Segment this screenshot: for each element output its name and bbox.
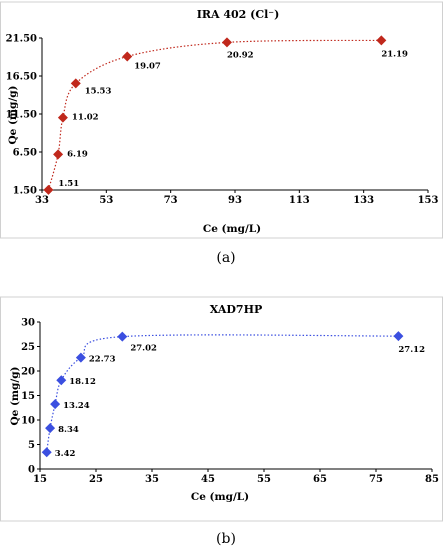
x-tick-label: 25	[89, 474, 103, 485]
data-label: 11.02	[72, 113, 99, 123]
chart-a-frame	[0, 1, 443, 239]
data-label: 8.34	[58, 425, 79, 435]
y-tick-label: 5	[28, 440, 35, 451]
chart-b-title: XAD7HP	[210, 303, 263, 316]
chart-a-xlabel: Ce (mg/L)	[203, 223, 261, 235]
chart-b-fit-curve	[46, 334, 399, 453]
data-point	[117, 331, 128, 342]
data-point	[393, 331, 404, 342]
x-tick-label: 73	[164, 195, 178, 206]
chart-a-ylabel: Qe (mg/g)	[7, 85, 19, 144]
caption-b: (b)	[216, 531, 236, 547]
x-tick-label: 85	[425, 474, 439, 485]
x-tick-label: 33	[35, 195, 49, 206]
x-tick-label: 55	[257, 474, 271, 485]
data-point	[75, 352, 86, 363]
chart-a-title: IRA 402 (Cl⁻)	[197, 8, 280, 21]
data-point	[56, 375, 67, 386]
data-label: 27.02	[130, 344, 157, 354]
chart-a-fit-curve	[47, 39, 382, 191]
data-point	[57, 112, 68, 123]
x-tick-label: 153	[418, 195, 439, 206]
y-tick-label: 25	[21, 342, 35, 353]
caption-a: (a)	[216, 250, 235, 266]
data-label: 19.07	[134, 61, 161, 71]
chart-b-xlabel: Ce (mg/L)	[191, 491, 249, 503]
x-tick-label: 113	[289, 195, 310, 206]
data-label: 6.19	[67, 149, 88, 159]
data-label: 15.53	[85, 86, 112, 96]
chart-b-ylabel: Qe (mg/g)	[9, 366, 21, 425]
data-label: 21.19	[381, 49, 408, 59]
y-tick-label: 11.50	[6, 110, 37, 121]
data-point	[45, 423, 56, 434]
x-tick-label: 35	[145, 474, 159, 485]
y-tick-label: 30	[21, 318, 35, 329]
data-point	[376, 35, 387, 46]
x-tick-label: 93	[228, 195, 242, 206]
chart-ira402: IRA 402 (Cl⁻) Ce (mg/L) Qe (mg/g) 33 53 73…	[0, 1, 443, 239]
x-tick-label: 133	[353, 195, 374, 206]
data-point	[53, 149, 64, 160]
data-label: 22.73	[89, 355, 116, 365]
x-tick-label: 53	[99, 195, 113, 206]
data-point	[70, 78, 81, 89]
x-tick-label: 65	[313, 474, 327, 485]
data-point	[122, 51, 133, 62]
y-tick-label: 10	[21, 416, 35, 427]
data-label: 3.42	[55, 449, 76, 459]
x-tick-label: 45	[201, 474, 215, 485]
data-point	[43, 184, 54, 195]
data-point	[41, 447, 52, 458]
y-tick-label: 20	[21, 367, 35, 378]
data-label: 1.51	[58, 179, 79, 189]
y-tick-label: 1.50	[13, 186, 37, 197]
data-label: 20.92	[227, 50, 254, 60]
y-tick-label: 6.50	[13, 148, 37, 159]
data-point	[221, 37, 232, 48]
data-label: 27.12	[398, 345, 425, 355]
y-tick-label: 15	[21, 391, 35, 402]
chart-xad7hp: XAD7HP Ce (mg/L) Qe (mg/g) 15 25 35 45 55 65 7…	[0, 296, 443, 522]
data-label: 18.12	[69, 377, 96, 387]
x-tick-label: 75	[369, 474, 383, 485]
y-tick-label: 16.50	[6, 72, 37, 83]
y-tick-label: 0	[28, 465, 35, 476]
data-point	[50, 399, 61, 410]
y-tick-label: 21.50	[6, 34, 37, 45]
data-label: 13.24	[63, 401, 90, 411]
x-tick-label: 15	[33, 474, 47, 485]
